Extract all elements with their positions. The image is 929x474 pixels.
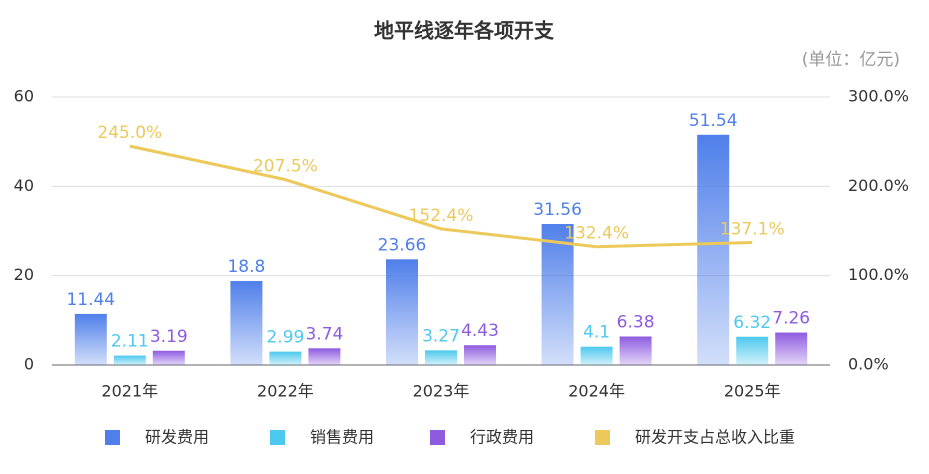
bar [580, 346, 613, 365]
bar [736, 336, 769, 365]
bar [152, 350, 185, 365]
data-label: 6.32 [733, 313, 771, 333]
data-label: 245.0% [97, 123, 162, 143]
y-tick-label: 40 [14, 176, 34, 195]
data-label: 4.1 [583, 323, 610, 343]
data-label: 152.4% [409, 206, 474, 226]
unit-label: (单位：亿元) [802, 50, 900, 70]
legend-label: 研发开支占总收入比重 [635, 428, 795, 447]
data-label: 2.11 [111, 332, 149, 352]
line [129, 144, 753, 249]
data-label: 3.27 [422, 326, 460, 346]
data-label: 7.26 [772, 309, 810, 329]
bar [269, 351, 302, 365]
bar [308, 348, 341, 365]
data-label: 207.5% [253, 157, 318, 177]
data-label: 2.99 [266, 328, 304, 348]
x-tick-label: 2021年 [101, 382, 158, 401]
bar [541, 224, 574, 365]
y-tick-label: 20 [14, 265, 34, 284]
bar [113, 355, 146, 365]
data-label: 137.1% [720, 220, 785, 240]
bar [386, 259, 418, 365]
y-tick-label: 0 [24, 355, 34, 374]
data-label: 132.4% [564, 224, 629, 244]
bar [697, 134, 730, 365]
x-tick-label: 2024年 [568, 382, 625, 401]
legend-label: 研发费用 [145, 428, 209, 447]
data-label: 31.56 [533, 200, 582, 220]
bar [775, 332, 808, 365]
legend-marker [430, 430, 445, 445]
y2-tick-label: 100.0% [848, 265, 909, 284]
data-label: 23.66 [378, 235, 427, 255]
bar [230, 281, 263, 365]
chart-title: 地平线逐年各项开支 [374, 19, 555, 43]
bar [464, 345, 496, 365]
legend-marker [270, 430, 285, 445]
data-label: 4.43 [461, 321, 499, 341]
data-label: 3.19 [150, 327, 188, 347]
data-label: 51.54 [689, 111, 738, 131]
bar [74, 313, 107, 365]
y2-tick-label: 0.0% [848, 355, 889, 374]
y-tick-label: 60 [14, 87, 34, 106]
legend-label: 销售费用 [310, 428, 374, 447]
y2-tick-label: 300.0% [848, 87, 909, 106]
bar [425, 350, 457, 365]
x-tick-label: 2023年 [413, 382, 470, 401]
x-tick-label: 2022年 [257, 382, 314, 401]
legend-marker [105, 430, 120, 445]
x-tick-label: 2025年 [724, 382, 781, 401]
data-label: 18.8 [227, 257, 265, 277]
legend-label: 行政费用 [470, 428, 534, 447]
legend-marker [595, 430, 610, 445]
data-label: 3.74 [305, 324, 343, 344]
y2-tick-label: 200.0% [848, 176, 909, 195]
data-label: 6.38 [617, 313, 655, 333]
bar [619, 336, 652, 365]
data-label: 11.44 [66, 290, 115, 310]
